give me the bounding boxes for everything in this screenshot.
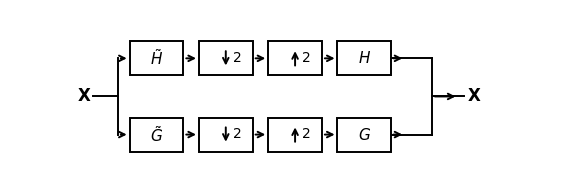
Text: $H$: $H$ <box>358 50 371 66</box>
Text: X: X <box>467 87 480 105</box>
FancyBboxPatch shape <box>129 41 184 75</box>
Text: $\tilde{G}$: $\tilde{G}$ <box>150 125 163 145</box>
Text: $G$: $G$ <box>358 127 371 142</box>
Text: 2: 2 <box>302 127 311 141</box>
Text: 2: 2 <box>233 127 242 141</box>
FancyBboxPatch shape <box>337 118 391 151</box>
Text: X: X <box>77 87 90 105</box>
Text: 2: 2 <box>233 51 242 65</box>
Text: 2: 2 <box>302 51 311 65</box>
Text: $\tilde{H}$: $\tilde{H}$ <box>150 48 163 68</box>
FancyBboxPatch shape <box>268 41 322 75</box>
FancyBboxPatch shape <box>129 118 184 151</box>
FancyBboxPatch shape <box>268 118 322 151</box>
FancyBboxPatch shape <box>199 41 253 75</box>
FancyBboxPatch shape <box>337 41 391 75</box>
FancyBboxPatch shape <box>199 118 253 151</box>
